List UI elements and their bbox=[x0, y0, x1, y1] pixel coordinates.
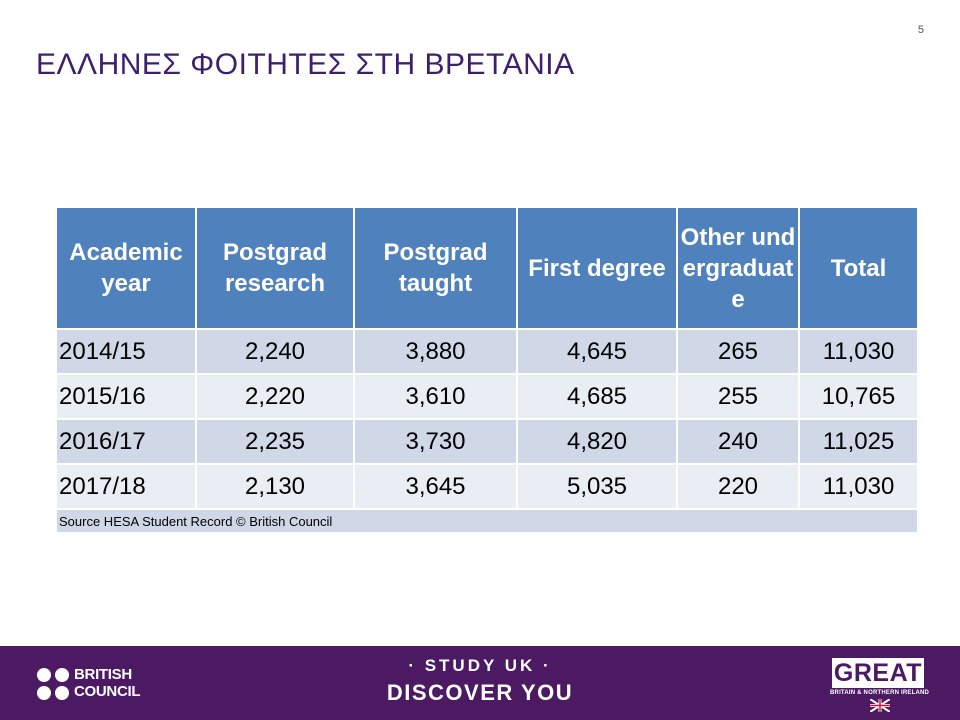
table-row: 2015/16 2,220 3,610 4,685 255 10,765 bbox=[55, 373, 919, 420]
cell-other-undergraduate: 265 bbox=[676, 328, 800, 375]
cell-year: 2016/17 bbox=[55, 418, 197, 465]
discover-you-text: DISCOVER YOU bbox=[386, 680, 574, 705]
great-wordmark: GREAT bbox=[832, 658, 924, 688]
cell-first-degree: 4,645 bbox=[516, 328, 678, 375]
table-header-row: Academic year Postgrad research Postgrad… bbox=[55, 206, 919, 330]
cell-postgrad-research: 2,220 bbox=[195, 373, 355, 420]
students-table: Academic year Postgrad research Postgrad… bbox=[55, 206, 919, 534]
slide-number: 5 bbox=[917, 24, 924, 36]
cell-first-degree: 4,820 bbox=[516, 418, 678, 465]
table-row: 2014/15 2,240 3,880 4,645 265 11,030 bbox=[55, 328, 919, 375]
cell-first-degree: 4,685 bbox=[516, 373, 678, 420]
cell-total: 11,030 bbox=[798, 463, 919, 510]
cell-postgrad-taught: 3,610 bbox=[353, 373, 518, 420]
british-council-line1: BRITISH bbox=[74, 666, 132, 683]
source-note: Source HESA Student Record © British Cou… bbox=[55, 508, 919, 534]
cell-postgrad-research: 2,130 bbox=[195, 463, 355, 510]
slide-title: ΕΛΛΗΝΕΣ ΦΟΙΤΗΤΕΣ ΣΤΗ ΒΡΕΤΑΝΙΑ bbox=[36, 48, 575, 81]
header-total: Total bbox=[798, 206, 919, 330]
cell-other-undergraduate: 255 bbox=[676, 373, 800, 420]
header-other-undergraduate: Other undergraduate bbox=[676, 206, 800, 330]
header-first-degree: First degree bbox=[516, 206, 678, 330]
cell-postgrad-research: 2,240 bbox=[195, 328, 355, 375]
british-council-logo: BRITISH COUNCIL bbox=[36, 664, 156, 704]
study-uk-text: · STUDY UK · bbox=[408, 656, 552, 675]
cell-postgrad-research: 2,235 bbox=[195, 418, 355, 465]
cell-total: 10,765 bbox=[798, 373, 919, 420]
cell-first-degree: 5,035 bbox=[516, 463, 678, 510]
union-jack-flag-icon bbox=[870, 699, 890, 712]
table-row: 2016/17 2,235 3,730 4,820 240 11,025 bbox=[55, 418, 919, 465]
cell-year: 2015/16 bbox=[55, 373, 197, 420]
great-subtitle: BRITAIN & NORTHERN IRELAND bbox=[830, 690, 930, 696]
cell-total: 11,025 bbox=[798, 418, 919, 465]
cell-other-undergraduate: 240 bbox=[676, 418, 800, 465]
table-source-row: Source HESA Student Record © British Cou… bbox=[55, 508, 919, 534]
british-council-wordmark: BRITISH COUNCIL bbox=[74, 666, 141, 700]
cell-year: 2017/18 bbox=[55, 463, 197, 510]
header-postgrad-taught: Postgrad taught bbox=[353, 206, 518, 330]
cell-postgrad-taught: 3,730 bbox=[353, 418, 518, 465]
header-postgrad-research: Postgrad research bbox=[195, 206, 355, 330]
cell-other-undergraduate: 220 bbox=[676, 463, 800, 510]
cell-year: 2014/15 bbox=[55, 328, 197, 375]
british-council-dots-icon bbox=[37, 668, 69, 700]
cell-postgrad-taught: 3,645 bbox=[353, 463, 518, 510]
footer-band: BRITISH COUNCIL · STUDY UK · DISCOVER YO… bbox=[0, 646, 960, 720]
cell-total: 11,030 bbox=[798, 328, 919, 375]
header-academic-year: Academic year bbox=[55, 206, 197, 330]
british-council-line2: COUNCIL bbox=[74, 683, 141, 700]
cell-postgrad-taught: 3,880 bbox=[353, 328, 518, 375]
great-logo: GREAT BRITAIN & NORTHERN IRELAND bbox=[830, 658, 930, 714]
table-row: 2017/18 2,130 3,645 5,035 220 11,030 bbox=[55, 463, 919, 510]
